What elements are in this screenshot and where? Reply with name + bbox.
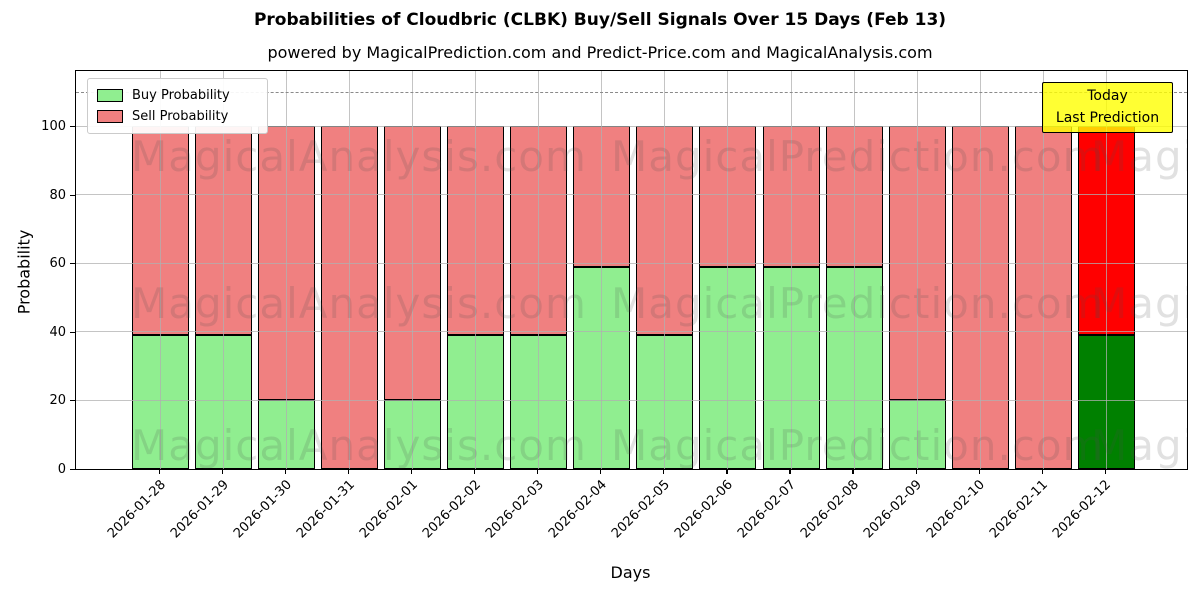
y-tick-label: 20 — [49, 393, 66, 409]
x-tick-mark — [726, 469, 728, 474]
x-tick-mark — [915, 469, 917, 474]
x-tick-mark — [663, 469, 665, 474]
gridline-vertical — [916, 71, 918, 469]
gridline-vertical — [223, 71, 225, 469]
watermark-text: MagicalPrediction.com — [611, 132, 1105, 181]
y-tick-label: 80 — [49, 187, 66, 203]
watermark-text: MagicalAnalysis.com — [131, 279, 587, 328]
x-tick-mark — [852, 469, 854, 474]
today-annotation-line2: Last Prediction — [1055, 109, 1160, 126]
chart-title: Probabilities of Cloudbric (CLBK) Buy/Se… — [253, 10, 947, 30]
gridline-vertical — [412, 71, 414, 469]
y-tick-mark — [70, 125, 75, 128]
y-tick-mark — [70, 263, 75, 265]
x-axis-title: Days — [610, 563, 651, 582]
y-tick-mark — [70, 468, 75, 471]
watermark-text: MagicalAnalysis.com — [1091, 421, 1188, 470]
legend-item-sell: Sell Probability — [97, 106, 259, 127]
dashed-guide-line — [76, 91, 1187, 93]
gridline-horizontal — [76, 262, 1187, 264]
watermark-text: MagicalPrediction.com — [611, 279, 1105, 328]
chart-subtitle: powered by MagicalPrediction.com and Pre… — [267, 43, 933, 62]
sell-swatch-icon — [97, 110, 123, 123]
x-tick-mark — [1041, 469, 1043, 474]
legend: Buy Probability Sell Probability — [87, 78, 268, 134]
y-tick-label: 100 — [41, 119, 66, 134]
gridline-vertical — [538, 71, 540, 469]
x-tick-mark — [978, 469, 980, 474]
watermark-text: MagicalAnalysis.com — [131, 132, 587, 181]
watermark-text: MagicalAnalysis.com — [1091, 279, 1188, 328]
y-tick-label: 0 — [57, 462, 66, 477]
gridline-vertical — [286, 71, 288, 469]
gridline-vertical — [475, 71, 477, 469]
gridline-vertical — [727, 71, 729, 469]
x-tick-mark — [411, 469, 413, 474]
y-tick-mark — [70, 331, 75, 333]
gridline-vertical — [664, 71, 666, 469]
y-tick-label: 40 — [49, 324, 66, 340]
watermark-text: MagicalPrediction.com — [611, 421, 1105, 470]
gridline-horizontal — [76, 194, 1187, 196]
gridline-vertical — [160, 71, 161, 469]
watermark-text: MagicalAnalysis.com — [131, 421, 587, 470]
y-tick-mark — [70, 400, 75, 402]
today-annotation: Today Last Prediction — [1042, 82, 1173, 133]
plot-area: Buy Probability Sell Probability Today L… — [75, 70, 1188, 470]
x-tick-mark — [1104, 469, 1106, 474]
gridline-vertical — [1105, 71, 1107, 469]
legend-item-buy: Buy Probability — [97, 85, 259, 106]
x-tick-mark — [348, 469, 350, 474]
gridline-vertical — [790, 71, 792, 469]
gridline-horizontal — [76, 125, 1187, 127]
legend-label-buy: Buy Probability — [132, 88, 230, 103]
gridline-vertical — [853, 71, 855, 469]
x-tick-mark — [221, 469, 224, 474]
watermark-text: MagicalAnalysis.com — [1091, 132, 1188, 181]
gridline-vertical — [979, 71, 981, 469]
gridline-vertical — [601, 71, 603, 469]
gridline-vertical — [349, 71, 351, 469]
buy-swatch-icon — [97, 89, 123, 102]
gridline-horizontal — [76, 331, 1187, 333]
gridline-horizontal — [76, 399, 1187, 401]
x-tick-mark — [537, 469, 539, 474]
y-tick-mark — [70, 194, 75, 196]
x-tick-mark — [789, 469, 791, 474]
gridline-vertical — [1042, 71, 1044, 469]
x-tick-mark — [600, 469, 602, 474]
y-tick-label: 60 — [49, 256, 66, 272]
legend-label-sell: Sell Probability — [132, 109, 229, 124]
x-tick-mark — [158, 469, 161, 474]
x-tick-mark — [285, 469, 287, 474]
x-tick-mark — [474, 469, 476, 474]
today-annotation-line1: Today — [1087, 87, 1128, 104]
